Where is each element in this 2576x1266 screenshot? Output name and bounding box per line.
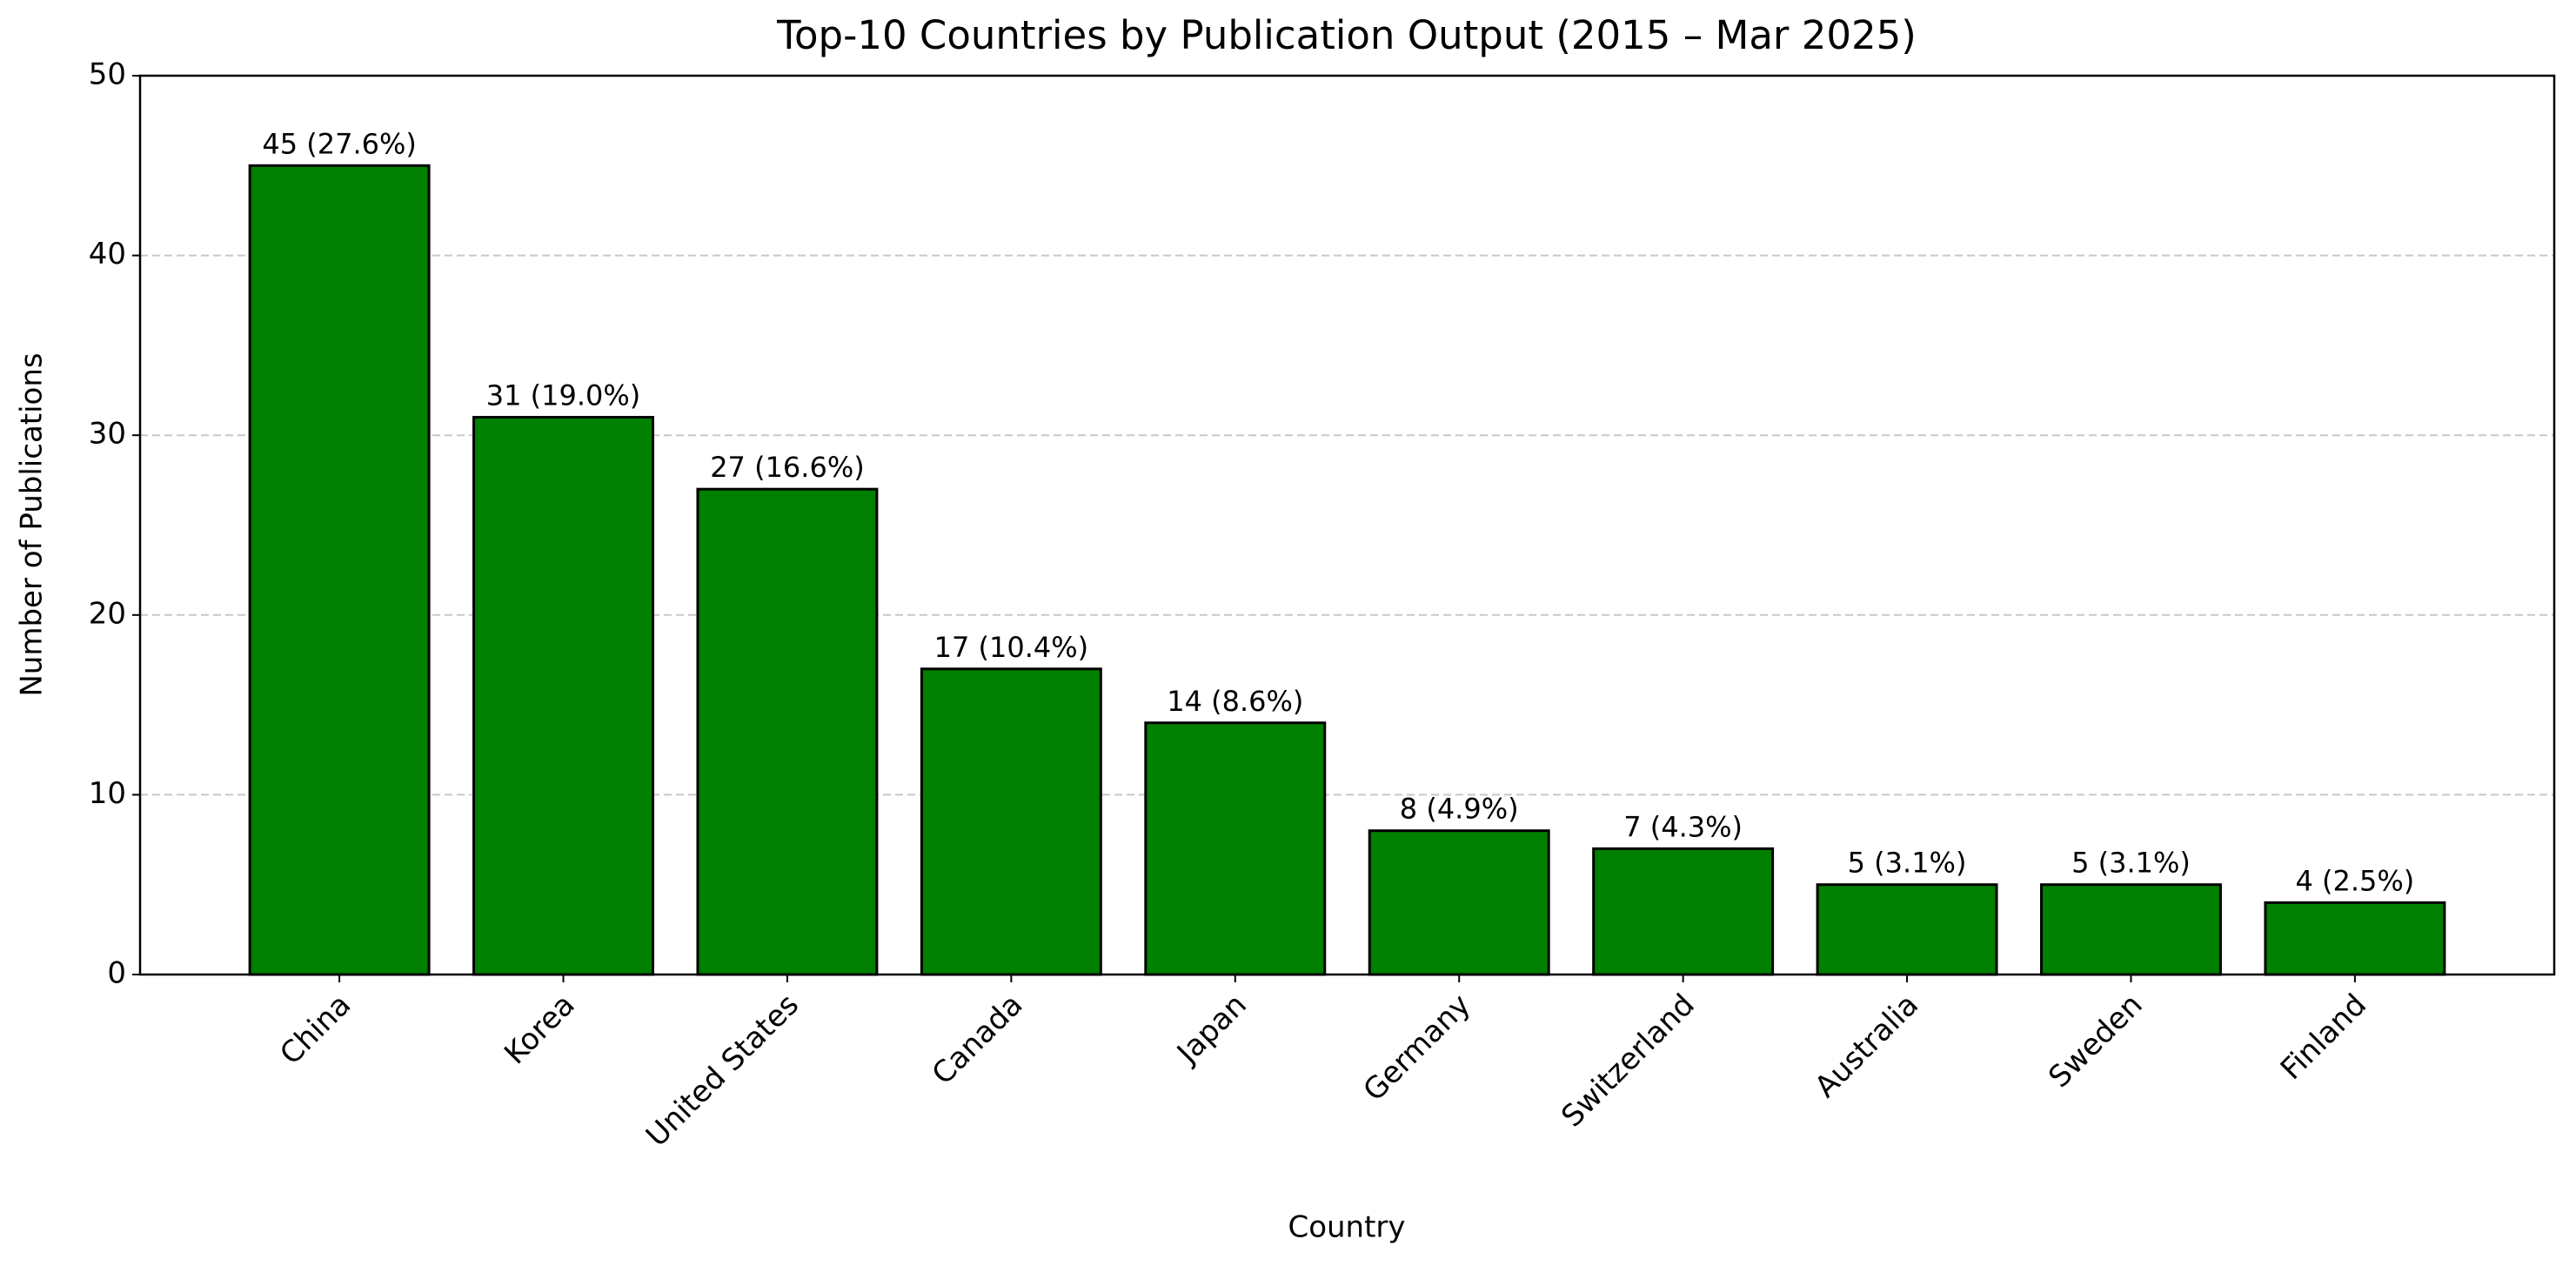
y-tick-label: 10 [89, 776, 126, 811]
chart-title: Top-10 Countries by Publication Output (… [776, 12, 1917, 58]
y-tick-label: 30 [89, 417, 126, 452]
bar [248, 164, 431, 976]
value-label: 8 (4.9%) [1400, 793, 1519, 826]
y-tick-label: 0 [107, 956, 126, 991]
bar [920, 667, 1102, 976]
x-tick-label: Sweden [2042, 988, 2149, 1095]
x-tick-label: Switzerland [1555, 988, 1702, 1135]
x-axis-label: Country [1288, 1210, 1405, 1245]
y-axis-label: Number of Publications [15, 352, 50, 696]
y-tick-label: 50 [89, 57, 126, 92]
bar [2040, 883, 2222, 976]
value-label: 45 (27.6%) [262, 127, 417, 160]
value-label: 27 (16.6%) [710, 451, 865, 484]
x-tick-label: Australia [1808, 988, 1925, 1105]
value-label: 7 (4.3%) [1623, 810, 1743, 843]
y-tick-label: 40 [89, 237, 126, 271]
x-tick-label: China [273, 988, 358, 1072]
x-tick-label: Germany [1357, 988, 1478, 1109]
value-label: 5 (3.1%) [1848, 847, 1967, 880]
bar [1368, 829, 1550, 976]
bar [472, 416, 654, 976]
plot-frame [138, 74, 2556, 976]
value-label: 5 (3.1%) [2071, 847, 2191, 880]
x-tick-label: Canada [926, 988, 1030, 1092]
bar [1592, 847, 1775, 976]
x-tick-label: Korea [498, 988, 581, 1071]
x-tick-label: United States [639, 988, 806, 1154]
value-label: 4 (2.5%) [2295, 864, 2414, 897]
value-label: 17 (10.4%) [934, 631, 1089, 664]
x-tick-label: Japan [1169, 988, 1254, 1072]
x-tick-label: Finland [2274, 988, 2373, 1087]
bar [2264, 901, 2446, 976]
value-label: 14 (8.6%) [1167, 685, 1303, 718]
bar [696, 487, 879, 976]
bar [1144, 721, 1327, 976]
bar [1816, 883, 1998, 976]
value-label: 31 (19.0%) [486, 379, 641, 412]
y-tick-label: 20 [89, 596, 126, 631]
